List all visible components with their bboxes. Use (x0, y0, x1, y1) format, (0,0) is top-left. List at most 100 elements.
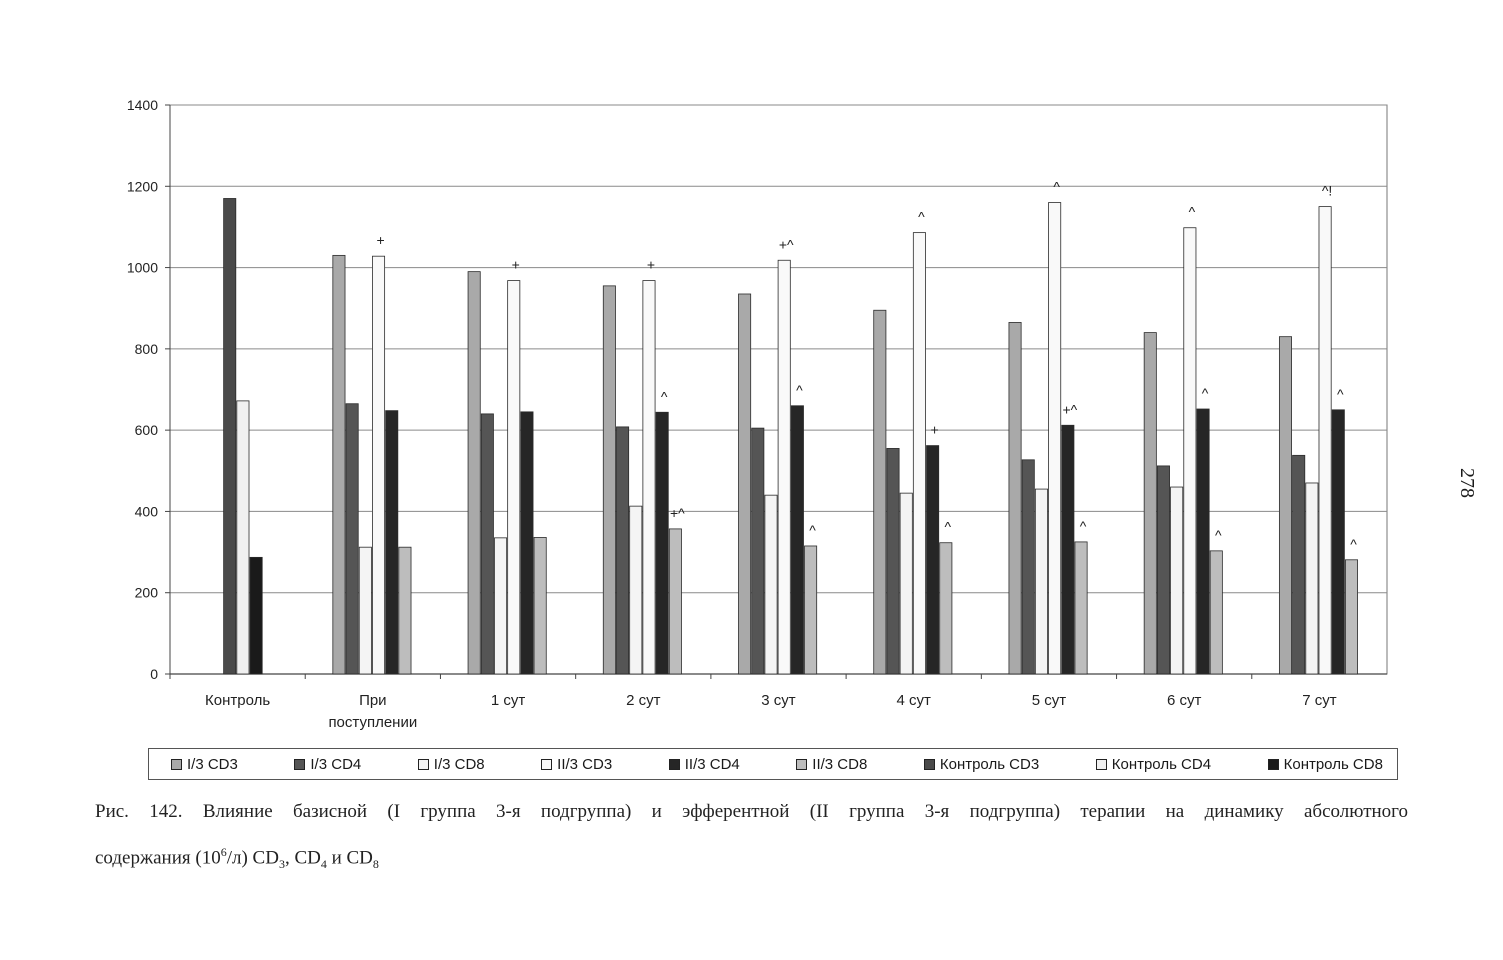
y-tick-label: 400 (135, 503, 159, 519)
bar (467, 271, 481, 675)
significance-marker: ^ (1337, 386, 1344, 402)
bar (358, 546, 372, 675)
caption-text: /л) CD (226, 847, 279, 869)
x-tick-label: поступлении (328, 714, 417, 731)
x-tick-label: 2 сут (626, 692, 661, 709)
significance-marker: + (512, 257, 520, 273)
legend-label: I/3 CD8 (433, 755, 485, 773)
legend-label: I/3 CD3 (187, 755, 238, 773)
chart-legend: I/3 CD3 I/3 CD4 I/3 CD8 II/3 CD3 II/3 CD4 II/… (148, 748, 1398, 780)
legend-item: Контроль CD3 (923, 755, 1040, 773)
bar (1143, 332, 1157, 675)
caption-superscript: 6 (220, 845, 227, 859)
bar (873, 309, 887, 675)
legend-swatch (417, 758, 429, 770)
legend-item: II/3 CD3 (541, 756, 612, 773)
bar (899, 492, 913, 675)
caption-subscript: 4 (320, 857, 327, 872)
caption-subscript: 8 (372, 857, 379, 872)
significance-marker: +^ (779, 236, 794, 252)
significance-marker: ^ (1215, 527, 1222, 543)
significance-marker: ^ (1189, 204, 1196, 220)
bar (345, 403, 359, 675)
bar (385, 410, 399, 675)
bar (751, 427, 765, 675)
y-tick-label: 800 (135, 341, 159, 357)
x-tick-label: Контроль (205, 692, 270, 709)
legend-item: II/3 CD8 (796, 756, 867, 773)
bar (1008, 322, 1022, 675)
significance-marker: ^ (796, 382, 803, 398)
legend-swatch (1267, 758, 1279, 770)
x-tick-label: 5 сут (1032, 692, 1067, 709)
bar (520, 411, 534, 675)
x-tick-label: При (359, 692, 387, 709)
legend-item: I/3 CD8 (417, 755, 485, 773)
significance-marker: + (376, 232, 384, 248)
x-tick-label: 7 сут (1302, 692, 1337, 709)
legend-swatch (294, 758, 306, 770)
bar (804, 545, 818, 675)
bar (480, 413, 494, 675)
y-tick-label: 600 (135, 422, 159, 438)
bar (1170, 486, 1184, 675)
bar (926, 445, 940, 675)
bar (939, 542, 953, 675)
bar (1278, 336, 1292, 675)
bar (764, 494, 778, 675)
bar (507, 280, 521, 675)
bar (642, 280, 656, 675)
caption-text: , CD (284, 847, 321, 869)
y-tick-label: 1000 (127, 260, 158, 276)
legend-item: II/3 CD4 (668, 756, 740, 773)
legend-label: Контроль CD3 (939, 755, 1040, 773)
bar (1318, 206, 1332, 675)
significance-marker: +^ (670, 505, 685, 521)
caption-line-2: содержания (106/л) CD3, CD4 и CD8 (95, 832, 1408, 884)
significance-marker: ^ (918, 209, 925, 225)
bar (1061, 424, 1075, 675)
bar (398, 546, 412, 675)
x-tick-label: 6 сут (1167, 692, 1202, 709)
bar-chart: 0 200 400 600 800 1000 1200 1400 Контроль При пост… (127, 97, 1388, 731)
legend-item: I/3 CD3 (171, 756, 238, 773)
bar (494, 537, 508, 675)
bar (602, 285, 616, 675)
bar (236, 400, 250, 675)
legend-label: I/3 CD4 (310, 755, 362, 773)
bar (1331, 409, 1345, 675)
bar (1034, 488, 1048, 675)
bar (777, 259, 791, 675)
bar (1156, 465, 1170, 675)
bar (655, 411, 669, 675)
legend-swatch (541, 758, 553, 770)
bar (668, 528, 682, 675)
bar (1048, 202, 1062, 675)
significance-marker: ^ (661, 388, 668, 404)
x-tick-label: 4 сут (897, 692, 932, 709)
bar (1074, 541, 1088, 675)
bar (790, 405, 804, 675)
bar (1292, 454, 1306, 675)
caption-text: содержания (10 (95, 847, 221, 869)
bar (1209, 550, 1223, 675)
y-tick-label: 1200 (127, 178, 158, 194)
legend-swatch (796, 758, 808, 770)
significance-marker: +^ (1062, 401, 1077, 417)
bar (1196, 408, 1210, 675)
bar (533, 537, 547, 675)
bar (1183, 227, 1197, 675)
caption-subscript: 3 (278, 857, 285, 872)
y-tick-label: 0 (150, 666, 158, 682)
legend-label: II/3 CD8 (812, 755, 868, 773)
legend-label: Контроль CD8 (1283, 755, 1383, 773)
significance-marker: ^ (809, 522, 816, 538)
legend-item: I/3 CD4 (294, 756, 361, 773)
significance-marker: ^! (1322, 183, 1332, 199)
page-number: 278 (1456, 468, 1478, 498)
bar (616, 426, 630, 675)
bar (886, 448, 900, 675)
bar (1021, 459, 1035, 675)
significance-marker: ^ (1202, 385, 1209, 401)
legend-item: Контроль CD8 (1267, 755, 1383, 773)
